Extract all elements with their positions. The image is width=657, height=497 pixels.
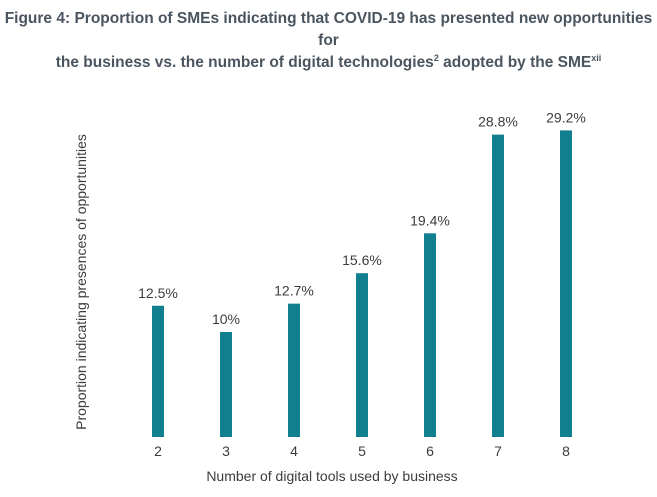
bars-group [152,130,572,437]
value-label-6: 19.4% [410,212,450,228]
x-tick-labels-group: 2 3 4 5 6 7 8 [154,443,570,459]
x-tick-label-7: 7 [494,443,502,459]
y-axis-label: Proportion indicating presences of oppor… [73,134,89,430]
x-tick-label-8: 8 [562,443,570,459]
bar-2 [152,305,164,437]
bar-8 [560,130,572,437]
x-tick-label-5: 5 [358,443,366,459]
x-tick-label-6: 6 [426,443,434,459]
chart-title: Figure 4: Proportion of SMEs indicating … [0,8,657,74]
x-tick-label-3: 3 [222,443,230,459]
bar-3 [220,332,232,437]
bar-6 [424,233,436,437]
value-label-5: 15.6% [342,252,382,268]
value-label-2: 12.5% [138,285,178,301]
bar-5 [356,273,368,437]
value-label-7: 28.8% [478,114,518,130]
x-tick-label-4: 4 [290,443,298,459]
value-labels-group: 12.5% 10% 12.7% 15.6% 19.4% 28.8% 29.2% [138,109,586,327]
value-label-3: 10% [212,311,240,327]
chart-title-line-2-text: the business vs. the number of digital t… [55,54,434,71]
bar-7 [492,134,504,437]
chart-title-footnote-mark: 2 [433,53,439,63]
x-tick-label-2: 2 [154,443,162,459]
value-label-8: 29.2% [546,109,586,125]
value-label-4: 12.7% [274,283,314,299]
x-axis-label: Number of digital tools used by business [206,468,457,484]
chart-title-reference-mark: xii [591,53,602,63]
chart-title-line-2: the business vs. the number of digital t… [0,52,657,74]
bar-4 [288,303,300,437]
chart-title-line-2-tail: adopted by the SME [438,54,592,71]
chart-title-line-1: Figure 4: Proportion of SMEs indicating … [4,10,653,49]
